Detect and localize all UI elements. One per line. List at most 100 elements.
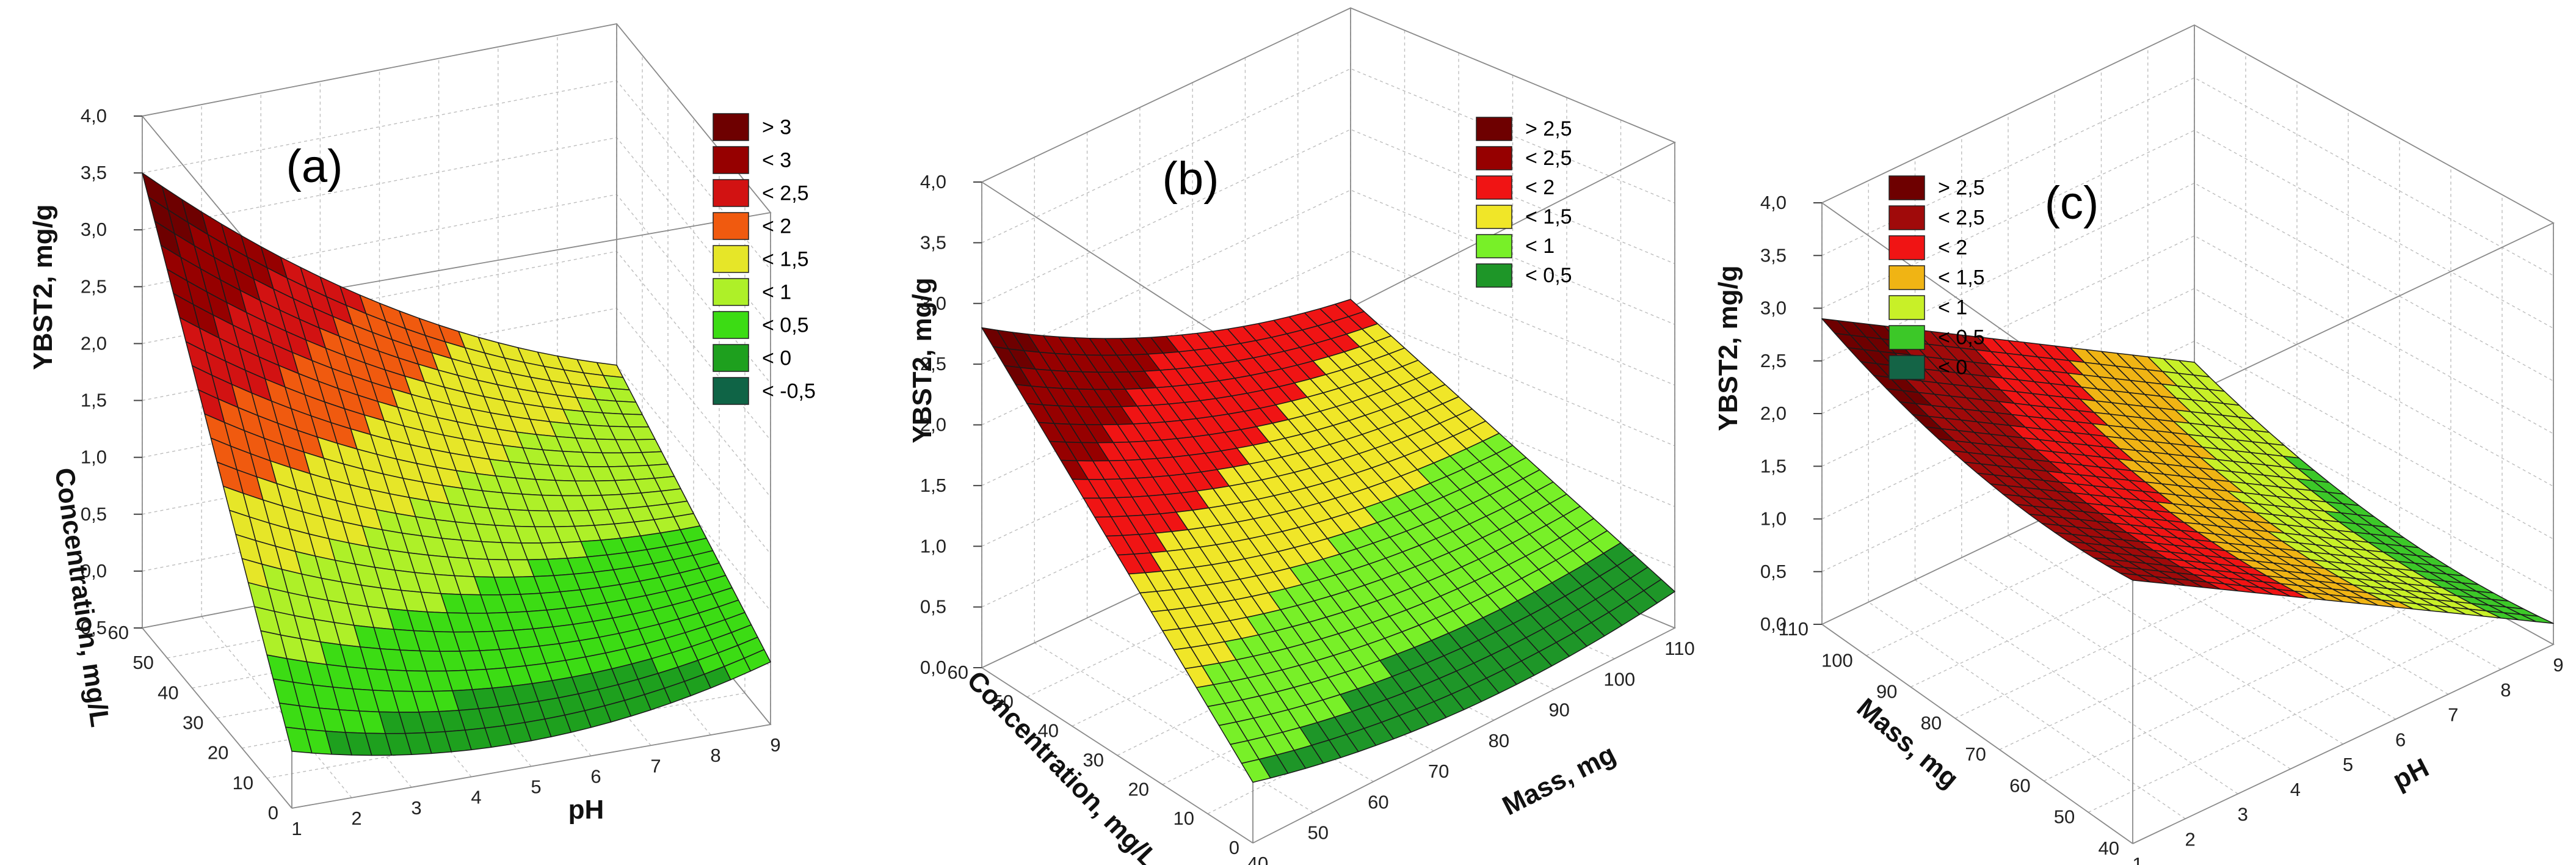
y-axis-label: Mass, mg xyxy=(1851,693,1964,794)
surface-cell xyxy=(2119,572,2151,583)
z-tick-label: 2,0 xyxy=(81,332,107,354)
x-tick-label: 7 xyxy=(2448,704,2458,726)
z-tick-label: 1,0 xyxy=(1760,508,1787,530)
x-tick-label: 5 xyxy=(531,776,541,798)
legend-swatch xyxy=(713,245,749,273)
legend-swatch xyxy=(713,344,749,372)
panel-b-chart: 0,0 0,5 1,0 1,5 2,0 2,5 3,0 3,5 4,0 YBST2, mg/g 40… xyxy=(907,7,1695,865)
legend-entry: > 3 xyxy=(762,115,791,139)
legend-swatch xyxy=(1476,175,1512,200)
y-tick-label: 40 xyxy=(158,682,178,703)
grid-line xyxy=(1821,288,2554,487)
grid-line xyxy=(1821,130,2554,329)
top-outline xyxy=(981,7,1677,358)
x-tick-label: 50 xyxy=(1307,822,1328,844)
y-tick-label: 30 xyxy=(183,712,203,734)
z-axis-label: YBST2, mg/g xyxy=(1713,265,1743,431)
legend-entry: < 1 xyxy=(1938,296,1967,319)
panel-c-chart: 0,0 0,5 1,0 1,5 2,0 2,5 3,0 3,5 4,0 YBST2, mg/g 1 2… xyxy=(1713,24,2564,865)
legend-swatch xyxy=(1476,117,1512,141)
y-tick-label: 90 xyxy=(1876,681,1897,703)
legend-swatch xyxy=(1888,265,1925,290)
legend-swatch xyxy=(1888,175,1925,200)
panel-label: (c) xyxy=(2045,177,2099,229)
legend-swatch xyxy=(713,212,749,240)
grid-line xyxy=(1821,235,2554,434)
z-axis-label: YBST2, mg/g xyxy=(28,204,58,370)
x-tick-label: 3 xyxy=(2238,804,2248,825)
legend-swatch xyxy=(1476,205,1512,229)
legend-swatch xyxy=(1888,205,1925,230)
x-tick-label: 40 xyxy=(1247,853,1268,865)
surface-mesh xyxy=(142,172,771,756)
x-tick-label: 60 xyxy=(1368,791,1388,812)
grid-line xyxy=(1821,24,2554,224)
surface-cell xyxy=(285,726,313,754)
z-tick-label: 1,0 xyxy=(920,535,946,557)
grid-line xyxy=(2088,616,2503,813)
grid-line xyxy=(2044,587,2451,782)
grid-line xyxy=(1821,77,2554,276)
x-tick-label: 6 xyxy=(2395,729,2406,750)
y-tick-label: 70 xyxy=(1965,743,1986,765)
x-axis: 1 2 3 4 5 6 7 8 9 pH xyxy=(291,734,780,839)
y-tick-label: 50 xyxy=(132,652,153,673)
grid-line xyxy=(981,189,1675,365)
x-tick-label: 5 xyxy=(2343,754,2353,775)
grid-line xyxy=(1915,579,2238,795)
z-axis: 0,0 0,5 1,0 1,5 2,0 2,5 3,0 3,5 4,0 YBST2, mg/g xyxy=(1713,192,1822,635)
legend-entry: < 2,5 xyxy=(762,181,809,205)
y-axis-label: Concentration, mg/L xyxy=(961,665,1164,865)
x-tick-label: 7 xyxy=(650,755,661,776)
grid-line xyxy=(142,23,771,213)
x-tick-label: 100 xyxy=(1603,668,1635,690)
z-tick-label: 1,5 xyxy=(81,390,107,411)
x-tick-label: 3 xyxy=(411,797,421,819)
x-tick-label: 9 xyxy=(770,734,780,756)
z-tick-label: -0,5 xyxy=(74,617,107,638)
legend: > 3 < 3 < 2,5 < 2 < 1,5 < 1 < 0,5 < 0 < -0,5 xyxy=(713,113,816,405)
y-tick-label: 50 xyxy=(993,691,1014,712)
grid-line xyxy=(201,616,352,798)
z-tick-label: 3,0 xyxy=(1760,297,1787,319)
y-tick-label: 0 xyxy=(268,802,278,823)
z-tick-label: 2,5 xyxy=(1760,350,1787,371)
x-tick-label: 6 xyxy=(590,765,601,787)
x-axis: 1 2 3 4 5 6 7 8 9 pH xyxy=(2132,654,2563,865)
panel-label: (b) xyxy=(1163,153,1219,205)
z-tick-label: 1,5 xyxy=(1760,455,1787,476)
legend-swatch xyxy=(1888,355,1925,380)
y-tick-label: 60 xyxy=(108,622,129,643)
y-tick-label: 110 xyxy=(1779,618,1809,640)
z-axis: -0,5 0,0 0,5 1,0 1,5 2,0 2,5 3,0 3,5 4,0 YBST2, mg… xyxy=(28,105,142,638)
x-tick-label: 8 xyxy=(2500,679,2511,701)
z-tick-label: 2,0 xyxy=(1760,403,1787,424)
legend-entry: < 3 xyxy=(762,148,791,172)
y-tick-label: 80 xyxy=(1921,712,1942,734)
x-tick-label: 70 xyxy=(1428,761,1449,782)
grid-line xyxy=(1162,583,1567,785)
legend-entry: > 2,5 xyxy=(1525,117,1572,141)
y-tick-label: 0 xyxy=(1229,837,1239,858)
surface-mesh xyxy=(1821,318,2554,624)
z-tick-label: 1,5 xyxy=(920,475,946,496)
panel-label: (a) xyxy=(286,141,343,192)
z-tick-label: 0,0 xyxy=(1760,613,1787,635)
y-tick-label: 60 xyxy=(948,662,968,683)
z-tick-label: 1,0 xyxy=(81,447,107,468)
grid-line xyxy=(1961,557,2291,770)
legend-entry: > 2,5 xyxy=(1938,176,1985,199)
x-tick-label: 2 xyxy=(351,808,361,829)
legend-entry: < 1 xyxy=(1525,235,1555,258)
x-tick-label: 8 xyxy=(710,745,720,766)
grid-line xyxy=(1821,340,2554,540)
x-axis-label: Mass, mg xyxy=(1498,739,1620,822)
z-tick-label: 0,5 xyxy=(1760,561,1787,582)
x-tick-label: 1 xyxy=(2132,853,2142,865)
z-tick-label: 3,5 xyxy=(1760,244,1787,266)
legend-entry: < 1,5 xyxy=(1525,205,1572,228)
x-tick-label: 80 xyxy=(1489,730,1509,751)
legend-swatch xyxy=(1888,235,1925,260)
legend-entry: < 1,5 xyxy=(762,247,809,271)
